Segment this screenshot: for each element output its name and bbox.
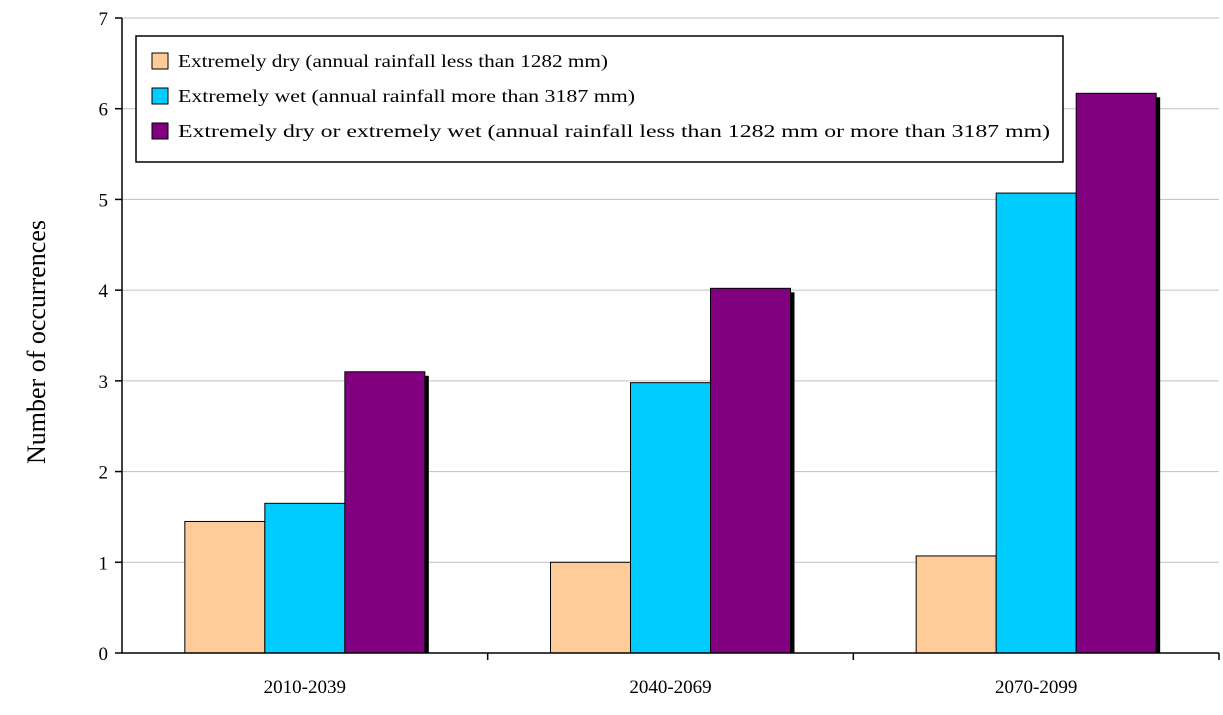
legend-entry: Extremely wet (annual rainfall more than…: [178, 86, 635, 107]
x-ticks: 2010-2039 2040-2069 2070-2099: [264, 653, 1220, 698]
legend-entry: Extremely dry or extremely wet (annual r…: [178, 121, 1050, 142]
legend-entry: Extremely dry (annual rainfall less than…: [178, 51, 608, 72]
bar-2-2: [1075, 92, 1157, 654]
bar-2-0: [915, 555, 997, 654]
axes: [121, 18, 1219, 654]
bar-0-1: [264, 502, 346, 654]
x-tick-label: 2010-2039: [264, 677, 346, 698]
legend-swatch: [151, 122, 169, 140]
bars: [184, 92, 1161, 654]
y-tick-label: 5: [99, 190, 109, 211]
y-tick-label: 0: [99, 644, 109, 665]
x-tick-label: 2070-2099: [995, 677, 1077, 698]
bar-0-0: [184, 520, 266, 654]
bar-1-2: [710, 287, 791, 654]
legend: Extremely dry (annual rainfall less than…: [135, 35, 1064, 163]
y-tick-label: 3: [99, 372, 109, 393]
x-tick-label: 2040-2069: [629, 677, 711, 698]
legend-swatch: [151, 87, 169, 105]
legend-swatch: [151, 52, 169, 70]
bar-1-1: [630, 382, 711, 654]
y-tick-label: 6: [99, 100, 109, 121]
y-tick-label: 4: [99, 281, 109, 302]
y-tick-label: 1: [99, 553, 109, 574]
y-tick-label: 7: [99, 9, 109, 30]
legend-box: [135, 35, 1064, 163]
bar-2-1: [995, 192, 1077, 654]
y-axis-label: Number of occurrences: [22, 220, 51, 464]
bar-0-2: [344, 371, 426, 654]
bar-1-0: [550, 561, 631, 654]
y-ticks: 0 1 2 3 4 5 6 7: [99, 9, 122, 665]
y-tick-label: 2: [99, 463, 109, 484]
